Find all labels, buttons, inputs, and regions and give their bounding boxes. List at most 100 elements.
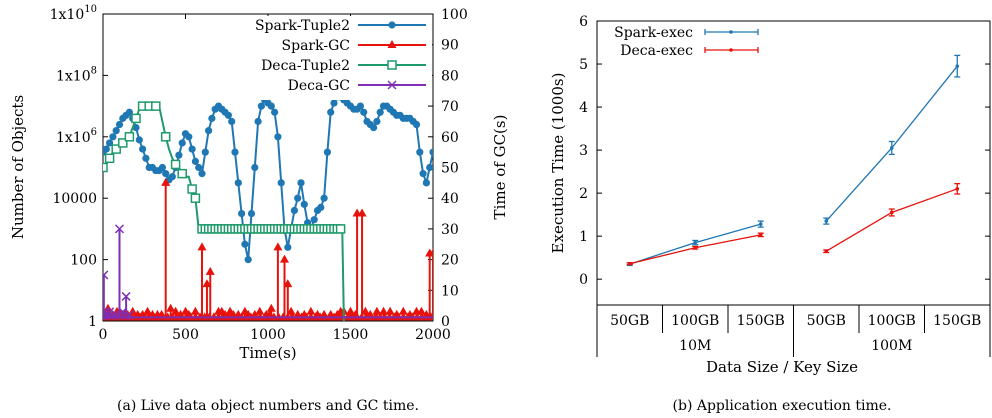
legend-bg: [600, 24, 762, 60]
data-point: [266, 303, 276, 312]
y-tick-label: 0: [579, 272, 588, 288]
chart-b-caption: (b) Application execution time.: [673, 398, 892, 414]
y-right-tick-label: 20: [441, 253, 459, 269]
data-point: [271, 108, 279, 116]
legend-marker: [387, 80, 397, 90]
data-point: [429, 148, 433, 156]
data-point: [168, 173, 176, 181]
group-label: 100M: [871, 338, 912, 354]
data-point: [177, 168, 187, 179]
data-point: [103, 270, 109, 277]
data-point: [171, 306, 181, 315]
data-point: [188, 145, 196, 153]
series-Deca-Tuple2: [103, 101, 346, 321]
y-right-tick-label: 30: [441, 222, 459, 238]
chart-b: 0 1 2 3 4 5 6 50GB 100GB 150GB 50GB 100GB 150GB 10M 10…: [549, 14, 991, 414]
chart-b-ylabel: Execution Time (1000s): [549, 73, 567, 254]
data-point: [202, 279, 212, 288]
x-tick-label: 1500: [333, 327, 369, 343]
legend-label: Deca-exec: [620, 43, 693, 59]
y-right-tick-label: 60: [441, 130, 459, 146]
chart-b-legend: Spark-exec Deca-exec: [600, 24, 762, 60]
data-point: [360, 108, 368, 116]
y-right-tick-label: 50: [441, 161, 459, 177]
data-point: [300, 200, 308, 208]
data-point: [356, 102, 364, 110]
data-point: [627, 261, 632, 266]
data-point: [231, 148, 239, 156]
legend-label: Spark-GC: [282, 38, 350, 54]
data-point: [124, 132, 135, 142]
series-Spark-exec: [626, 54, 961, 267]
data-point: [373, 117, 381, 126]
category-label: 100GB: [671, 313, 719, 329]
data-point: [109, 133, 117, 141]
data-point: [379, 306, 388, 315]
legend-marker: [387, 60, 397, 70]
chart-a-plot: [103, 93, 433, 321]
data-point: [112, 127, 120, 135]
data-point: [160, 132, 171, 142]
data-point: [320, 194, 328, 202]
data-point: [357, 208, 367, 217]
category-label: 150GB: [933, 313, 981, 329]
data-point: [422, 179, 430, 187]
x-tick-label: 2000: [415, 327, 451, 343]
chart-b-series: [626, 54, 961, 267]
data-point: [190, 306, 200, 315]
category-label: 50GB: [807, 313, 846, 329]
data-point: [372, 306, 382, 315]
data-point: [416, 148, 424, 156]
data-point: [824, 249, 829, 254]
data-point: [205, 127, 213, 135]
y-right-tick-label: 0: [441, 314, 450, 330]
data-point: [121, 291, 131, 301]
data-point: [234, 179, 242, 187]
data-point: [170, 159, 181, 170]
data-point: [297, 179, 305, 187]
y-left-tick-label: 1x1010: [50, 4, 97, 23]
data-point: [327, 108, 335, 116]
data-point: [255, 306, 265, 315]
data-point: [294, 194, 302, 202]
data-point: [284, 243, 292, 251]
y-left-tick-label: 1: [88, 314, 97, 330]
series-Spark-GC: [103, 177, 433, 321]
data-point: [115, 120, 124, 129]
data-point: [274, 133, 282, 141]
data-point: [195, 163, 203, 172]
data-point: [257, 102, 265, 110]
data-point: [208, 114, 216, 122]
data-point: [273, 242, 283, 251]
data-point: [205, 266, 215, 275]
chart-a-ylabel-left: Number of Objects: [9, 95, 27, 239]
data-point: [238, 209, 246, 218]
y-tick-label: 2: [579, 186, 588, 202]
x-tick-label: 500: [172, 327, 199, 343]
data-point: [280, 254, 289, 263]
legend-marker: [388, 21, 396, 29]
data-point: [267, 102, 275, 110]
chart-a: 0 500 1000 1500 20001100100001x1061x1081x101…: [9, 4, 509, 414]
chart-a-axes: 0 500 1000 1500 20001100100001x1061x1081x101…: [50, 4, 468, 343]
data-point: [197, 242, 207, 251]
legend-marker: [729, 48, 733, 52]
data-point: [758, 222, 763, 226]
data-point: [693, 245, 698, 250]
data-point: [161, 177, 171, 186]
data-point: [398, 306, 408, 315]
chart-a-caption: (a) Live data object numbers and GC time…: [117, 398, 419, 414]
data-point: [114, 224, 125, 234]
data-point: [185, 133, 193, 141]
y-left-tick-label: 1x108: [56, 65, 97, 84]
data-point: [310, 216, 318, 224]
data-point: [323, 148, 331, 156]
data-point: [360, 306, 370, 315]
data-point: [103, 307, 111, 316]
data-point: [108, 310, 118, 320]
data-point: [428, 248, 433, 257]
data-point: [290, 206, 298, 215]
y-left-tick-label: 100: [70, 253, 97, 269]
data-point: [286, 306, 296, 315]
